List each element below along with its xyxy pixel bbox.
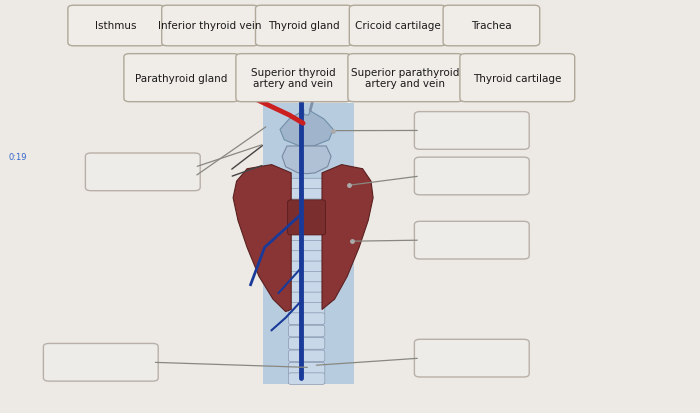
FancyBboxPatch shape bbox=[288, 292, 325, 304]
FancyBboxPatch shape bbox=[288, 220, 325, 232]
FancyBboxPatch shape bbox=[288, 350, 325, 362]
FancyBboxPatch shape bbox=[414, 222, 529, 259]
FancyBboxPatch shape bbox=[85, 154, 200, 191]
FancyBboxPatch shape bbox=[414, 339, 529, 377]
Text: Thyroid cartilage: Thyroid cartilage bbox=[473, 74, 561, 83]
FancyBboxPatch shape bbox=[43, 344, 158, 381]
FancyBboxPatch shape bbox=[288, 303, 325, 314]
FancyBboxPatch shape bbox=[288, 210, 325, 221]
FancyBboxPatch shape bbox=[124, 55, 239, 102]
Text: Trachea: Trachea bbox=[471, 21, 512, 31]
Text: Isthmus: Isthmus bbox=[95, 21, 137, 31]
FancyBboxPatch shape bbox=[414, 112, 529, 150]
FancyBboxPatch shape bbox=[288, 313, 325, 325]
FancyBboxPatch shape bbox=[288, 282, 325, 294]
Text: 0:19: 0:19 bbox=[8, 152, 27, 161]
FancyBboxPatch shape bbox=[236, 55, 351, 102]
Text: Thyroid gland: Thyroid gland bbox=[268, 21, 340, 31]
FancyBboxPatch shape bbox=[288, 325, 325, 337]
FancyBboxPatch shape bbox=[288, 363, 325, 374]
Polygon shape bbox=[322, 165, 373, 310]
Text: Cricoid cartilage: Cricoid cartilage bbox=[355, 21, 440, 31]
FancyBboxPatch shape bbox=[288, 272, 325, 283]
FancyBboxPatch shape bbox=[348, 55, 463, 102]
FancyBboxPatch shape bbox=[460, 55, 575, 102]
Text: Superior thyroid
artery and vein: Superior thyroid artery and vein bbox=[251, 68, 335, 89]
FancyBboxPatch shape bbox=[288, 251, 325, 263]
FancyBboxPatch shape bbox=[288, 179, 325, 190]
Polygon shape bbox=[282, 147, 331, 174]
Text: Superior parathyroid
artery and vein: Superior parathyroid artery and vein bbox=[351, 68, 459, 89]
FancyBboxPatch shape bbox=[288, 230, 325, 242]
FancyBboxPatch shape bbox=[414, 158, 529, 195]
FancyBboxPatch shape bbox=[349, 6, 446, 47]
FancyBboxPatch shape bbox=[256, 6, 352, 47]
Polygon shape bbox=[280, 112, 333, 147]
FancyBboxPatch shape bbox=[288, 261, 325, 273]
FancyBboxPatch shape bbox=[443, 6, 540, 47]
FancyBboxPatch shape bbox=[262, 103, 354, 384]
FancyBboxPatch shape bbox=[288, 338, 325, 349]
Text: Parathyroid gland: Parathyroid gland bbox=[135, 74, 228, 83]
Polygon shape bbox=[233, 165, 291, 312]
FancyBboxPatch shape bbox=[68, 6, 164, 47]
Text: Inferior thyroid vein: Inferior thyroid vein bbox=[158, 21, 262, 31]
FancyBboxPatch shape bbox=[288, 200, 326, 235]
FancyBboxPatch shape bbox=[288, 189, 325, 201]
FancyBboxPatch shape bbox=[288, 241, 325, 252]
FancyBboxPatch shape bbox=[288, 199, 325, 211]
FancyBboxPatch shape bbox=[288, 373, 325, 385]
FancyBboxPatch shape bbox=[162, 6, 258, 47]
